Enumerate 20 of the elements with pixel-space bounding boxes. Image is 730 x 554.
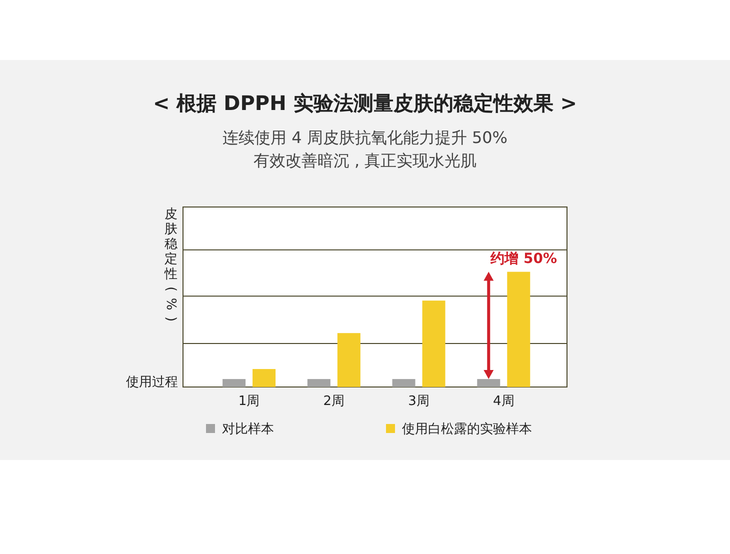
bar <box>252 369 276 387</box>
legend-label: 使用白松露的实验样本 <box>402 422 532 437</box>
y-axis-title: 皮肤稳定性(%) <box>163 207 178 322</box>
bar <box>337 333 360 387</box>
bar <box>422 300 446 387</box>
x-tick-label: 2周 <box>323 394 345 409</box>
bar <box>477 379 500 387</box>
bar <box>392 379 416 387</box>
text: 有效改善暗沉 , 真正实现水光肌 <box>253 151 477 170</box>
x-tick-label: 3周 <box>408 394 430 409</box>
x-tick-label: 4周 <box>493 394 514 409</box>
chart-title: < 根据 DPPH 实验法测量皮肤的稳定性效果 > <box>152 91 578 115</box>
bar <box>507 272 530 387</box>
text: 使用过程 <box>126 375 178 390</box>
x-tick-label: 1周 <box>238 394 260 409</box>
bar <box>222 379 246 387</box>
bar <box>307 379 330 387</box>
legend-label: 对比样本 <box>222 422 274 437</box>
chart-subtitle: 连续使用 4 周皮肤抗氧化能力提升 50% <box>222 128 508 147</box>
annotation: 约增 50% <box>490 250 558 267</box>
